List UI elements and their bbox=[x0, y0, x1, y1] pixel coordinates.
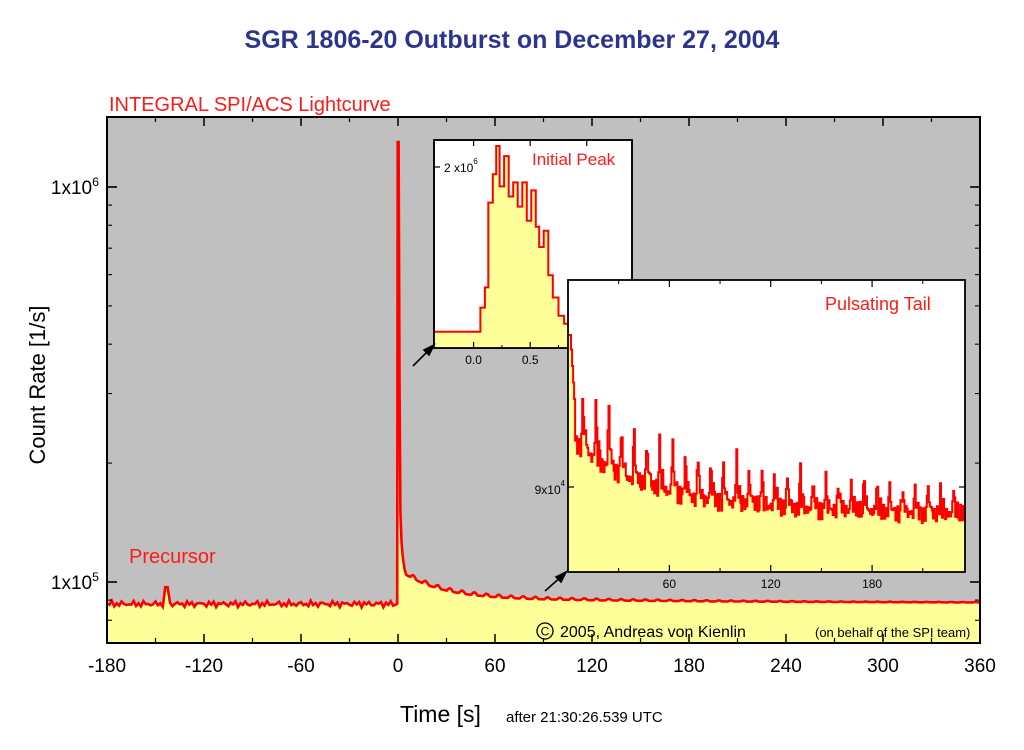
credit-text: 2005, Andreas von Kienlin bbox=[560, 624, 746, 641]
inset-pulsating-tail-label: Pulsating Tail bbox=[825, 294, 931, 314]
x-tick-label: 120 bbox=[576, 656, 608, 677]
inset-pulsating-tail-line bbox=[568, 334, 966, 525]
credit-note: (on behalf of the SPI team) bbox=[815, 625, 970, 640]
inset1-x-tick-label: 0.5 bbox=[522, 353, 539, 367]
x-tick-label: -180 bbox=[88, 656, 126, 677]
inset-initial-peak-border bbox=[433, 139, 633, 349]
inset2-y-tick-label: 9x104 bbox=[535, 479, 566, 497]
chart-title: SGR 1806-20 Outburst on December 27, 200… bbox=[244, 26, 780, 54]
inset-pulsating-tail-ticks: 60 120 180 9x104 bbox=[535, 280, 965, 591]
subtitle: INTEGRAL SPI/ACS Lightcurve bbox=[109, 94, 391, 116]
x-tick-label: 240 bbox=[770, 656, 802, 677]
inset-pulsating-tail-fill bbox=[568, 335, 965, 572]
x-tick-label: 0 bbox=[393, 656, 404, 677]
y-axis-label: Count Rate [1/s] bbox=[25, 306, 50, 465]
main-axis-ticks: -180 -120 -60 0 60 120 180 240 300 360 1x105 1x106 bbox=[51, 117, 996, 677]
x-tick-label: 60 bbox=[484, 656, 505, 677]
inset2-x-tick-label: 60 bbox=[663, 577, 677, 591]
copyright-icon-glyph: C bbox=[541, 625, 550, 639]
inset1-y-tick-label: 2 x106 bbox=[444, 157, 478, 175]
copyright-icon bbox=[536, 622, 554, 640]
inset2-x-tick-label: 180 bbox=[862, 577, 882, 591]
x-tick-label: 300 bbox=[867, 656, 899, 677]
inset-pulsating-tail-border bbox=[567, 279, 966, 573]
x-tick-label: 180 bbox=[673, 656, 705, 677]
x-axis-label: Time [s] bbox=[400, 701, 481, 727]
inset-initial-peak-label: Initial Peak bbox=[532, 150, 616, 169]
main-curve-line bbox=[106, 140, 980, 611]
arrow-initial-peak-head bbox=[422, 343, 436, 357]
y-tick-label: 1x106 bbox=[51, 175, 99, 199]
x-tick-label: -60 bbox=[287, 656, 314, 677]
x-axis-note: after 21:30:26.539 UTC bbox=[506, 709, 663, 726]
inset-initial-peak-fill bbox=[434, 146, 632, 348]
annotation-precursor: Precursor bbox=[129, 546, 216, 568]
inset2-x-tick-label: 120 bbox=[761, 577, 781, 591]
x-tick-label: -120 bbox=[185, 656, 223, 677]
y-tick-label: 1x105 bbox=[51, 570, 99, 594]
arrow-pulsating-tail-head bbox=[554, 570, 568, 584]
inset1-x-tick-label: 0.0 bbox=[465, 353, 482, 367]
x-tick-label: 360 bbox=[964, 656, 996, 677]
inset-initial-peak-line bbox=[434, 145, 633, 340]
inset-arrows bbox=[412, 343, 568, 592]
